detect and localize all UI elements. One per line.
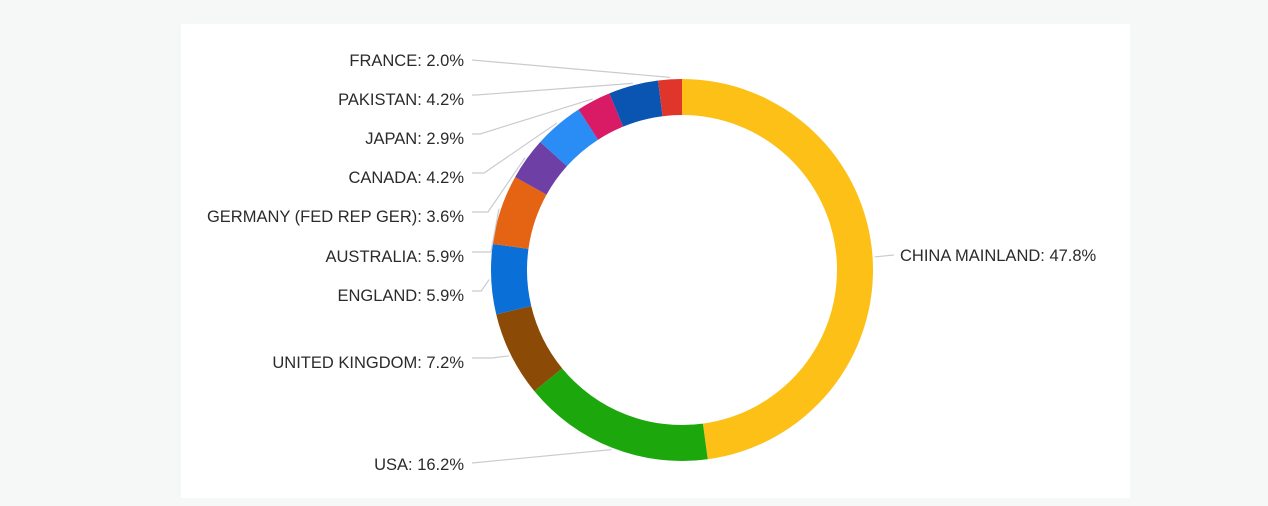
slice-usa[interactable] <box>534 368 708 461</box>
slice-japan[interactable] <box>578 93 624 140</box>
leader-line-england <box>472 279 490 292</box>
slice-australia[interactable] <box>492 177 547 249</box>
slice-china-mainland[interactable] <box>682 79 874 460</box>
slice-united-kingdom[interactable] <box>496 305 563 392</box>
leader-line-usa <box>471 449 612 464</box>
slice-labels: CHINA MAINLAND: 47.8% USA: 16.2% UNITED KI… <box>207 52 1097 474</box>
label-united-kingdom: UNITED KINGDOM: 7.2% <box>272 354 464 372</box>
slice-france[interactable] <box>658 79 682 117</box>
label-australia: AUSTRALIA: 5.9% <box>326 248 465 266</box>
leader-line-australia <box>472 208 500 253</box>
label-canada: CANADA: 4.2% <box>348 169 464 187</box>
leader-line-united-kingdom <box>472 355 510 359</box>
slice-canada[interactable] <box>540 109 599 167</box>
label-england: ENGLAND: 5.9% <box>337 287 464 305</box>
slice-pakistan[interactable] <box>609 80 663 127</box>
slice-germany-fed-rep-ger[interactable] <box>515 142 567 195</box>
leader-line-japan <box>472 98 593 135</box>
label-usa: USA: 16.2% <box>374 456 464 474</box>
leader-line-germany-fed-rep-ger <box>472 157 526 213</box>
slice-england[interactable] <box>491 243 532 315</box>
label-china-mainland: CHINA MAINLAND: 47.8% <box>900 247 1097 265</box>
label-japan: JAPAN: 2.9% <box>365 130 464 148</box>
leader-line-pakistan <box>472 82 633 96</box>
leader-line-china-mainland <box>874 254 895 258</box>
donut-slices <box>491 79 874 461</box>
leader-lines <box>471 59 895 464</box>
label-pakistan: PAKISTAN: 4.2% <box>338 91 464 109</box>
label-france: FRANCE: 2.0% <box>349 52 464 70</box>
leader-line-france <box>471 59 670 78</box>
label-germany-fed-rep-ger: GERMANY (FED REP GER): 3.6% <box>207 208 464 226</box>
leader-line-canada <box>472 122 558 174</box>
